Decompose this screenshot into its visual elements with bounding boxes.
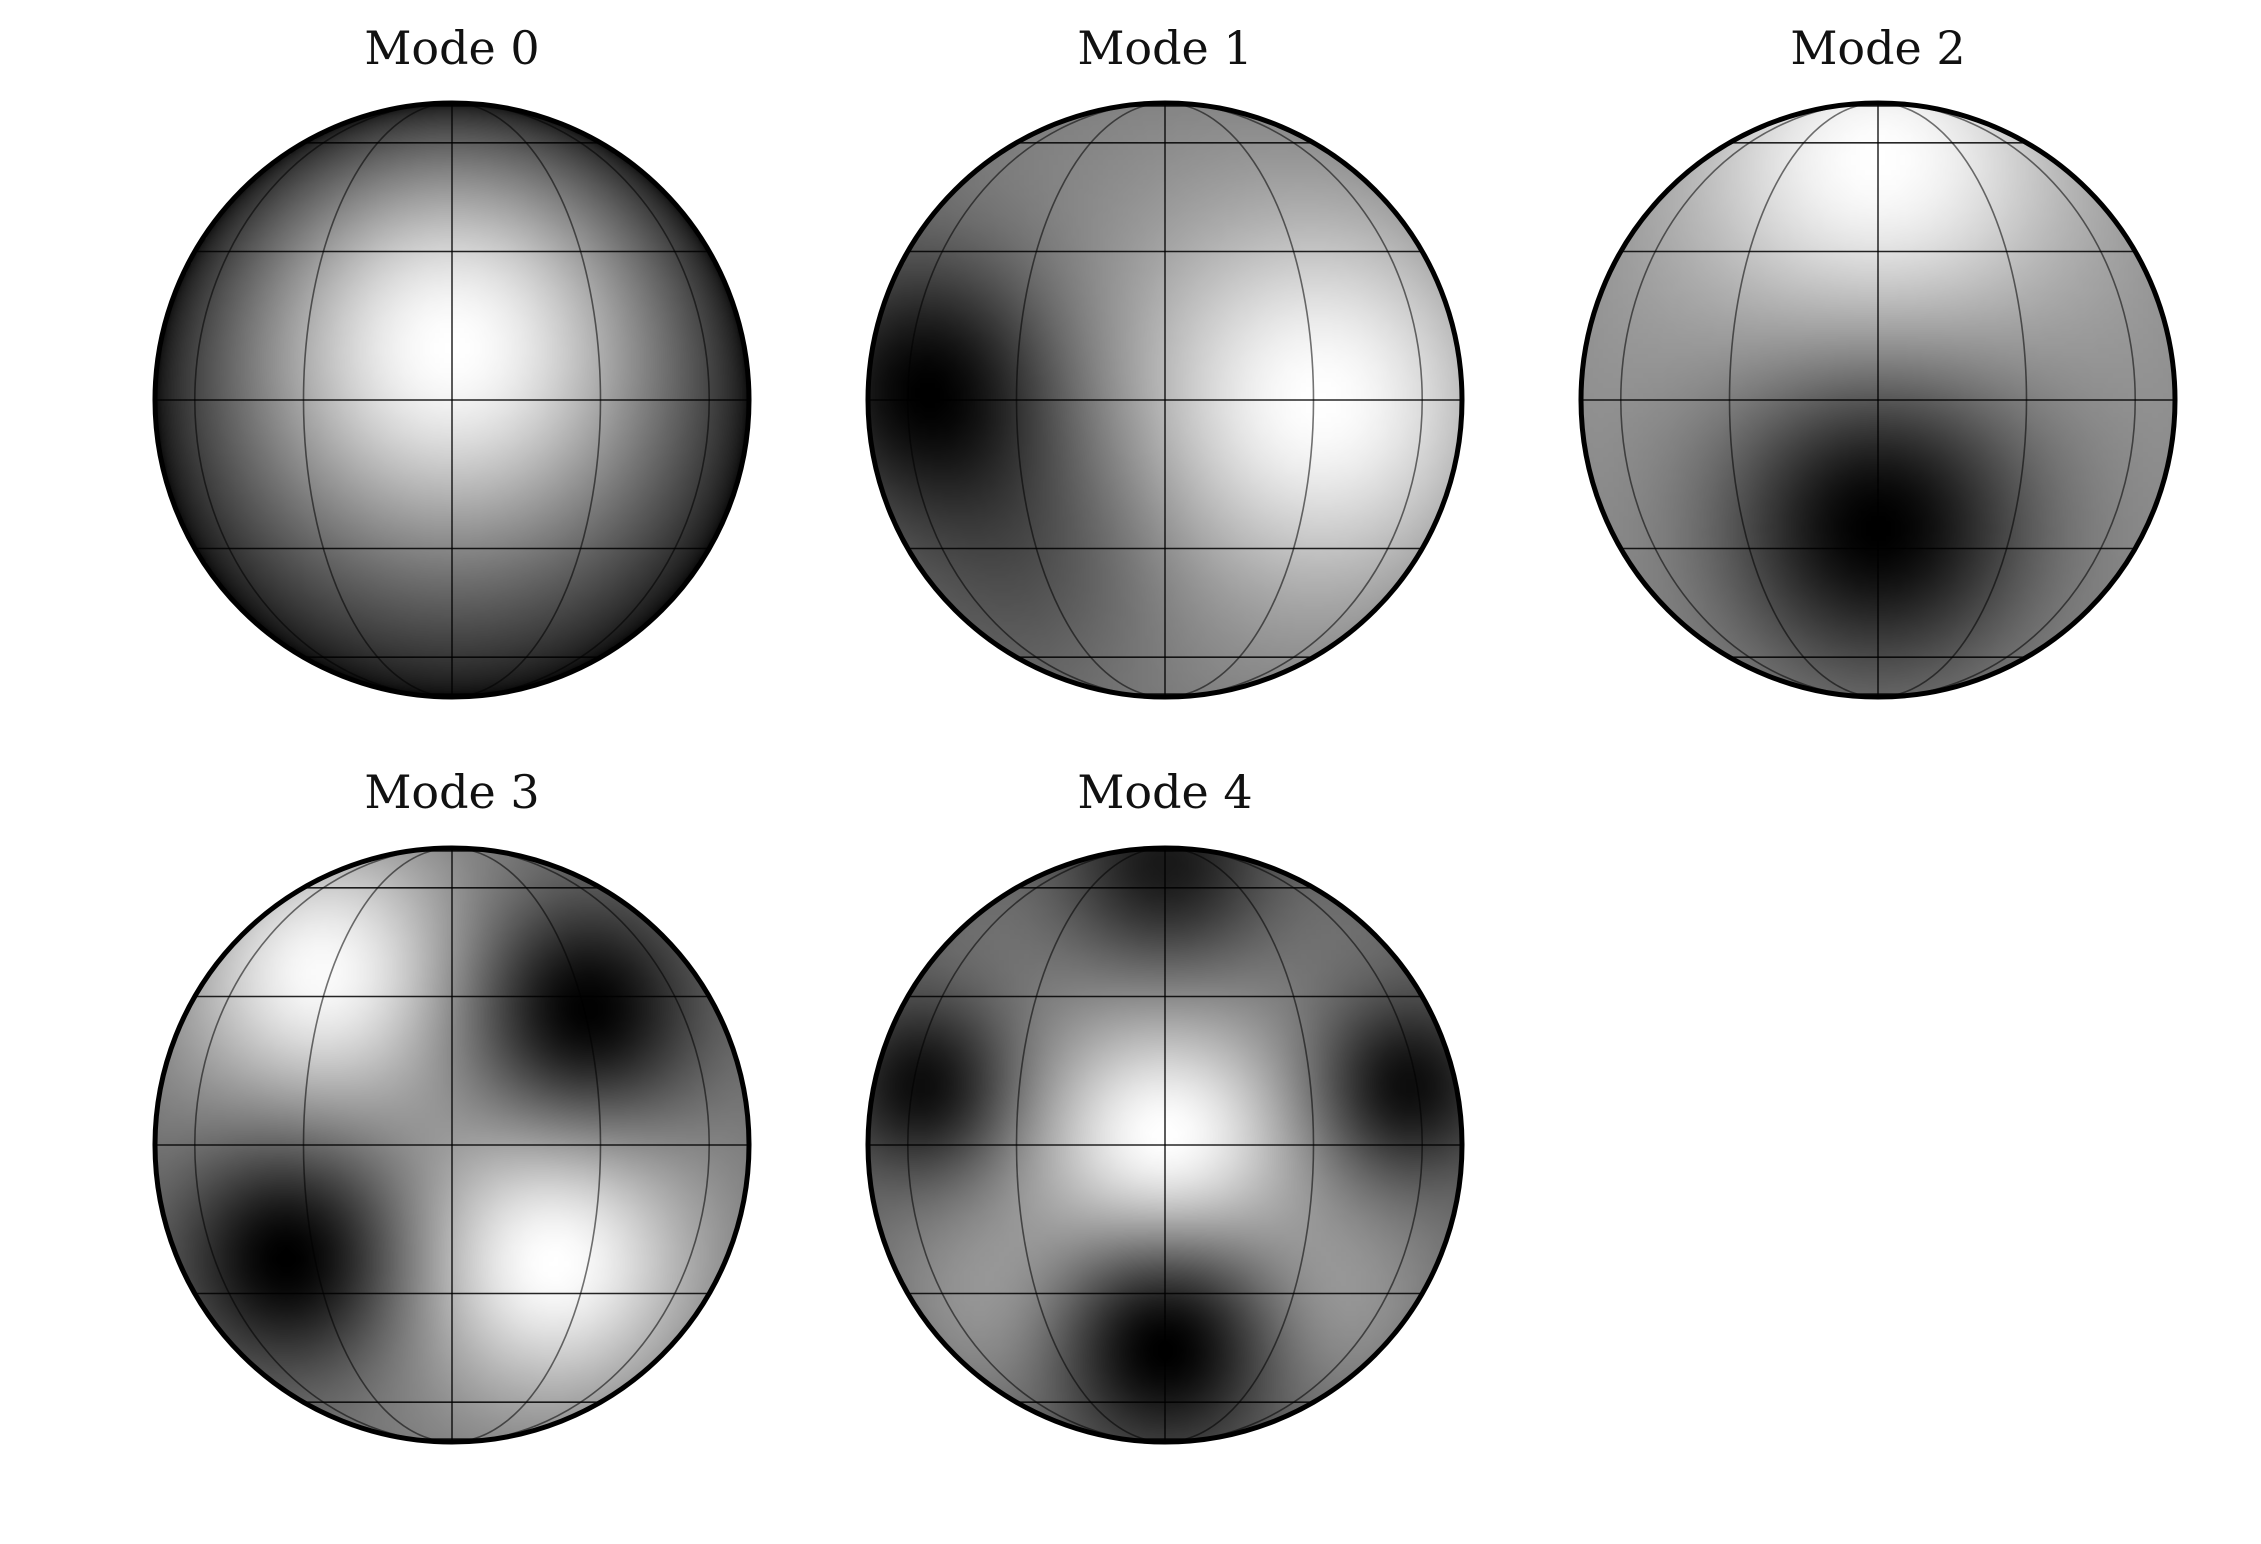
graticule-3 bbox=[155, 848, 749, 1442]
graticule-4 bbox=[868, 848, 1462, 1442]
sphere-3 bbox=[152, 845, 752, 1445]
graticule-1 bbox=[868, 103, 1462, 697]
mode-panel-1: Mode 1 bbox=[865, 21, 1465, 700]
sphere-2 bbox=[1578, 100, 2178, 700]
sphere-outline-3 bbox=[152, 845, 752, 1445]
mode-panel-3: Mode 3 bbox=[152, 765, 752, 1445]
mode-title-2: Mode 2 bbox=[1790, 21, 1965, 75]
mode-title-3: Mode 3 bbox=[364, 765, 539, 819]
sphere-outline-0 bbox=[152, 100, 752, 700]
sphere-outline-4 bbox=[865, 845, 1465, 1445]
mode-panel-0: Mode 0 bbox=[152, 21, 752, 700]
mode-panel-2: Mode 2 bbox=[1578, 21, 2178, 700]
mode-panel-4: Mode 4 bbox=[865, 765, 1465, 1445]
mode-title-0: Mode 0 bbox=[364, 21, 539, 75]
mode-title-4: Mode 4 bbox=[1077, 765, 1252, 819]
sphere-0 bbox=[152, 100, 752, 700]
sphere-outline-2 bbox=[1578, 100, 2178, 700]
sphere-outline-1 bbox=[865, 100, 1465, 700]
sphere-1 bbox=[865, 100, 1465, 700]
mode-title-1: Mode 1 bbox=[1077, 21, 1252, 75]
sphere-4 bbox=[865, 845, 1465, 1445]
